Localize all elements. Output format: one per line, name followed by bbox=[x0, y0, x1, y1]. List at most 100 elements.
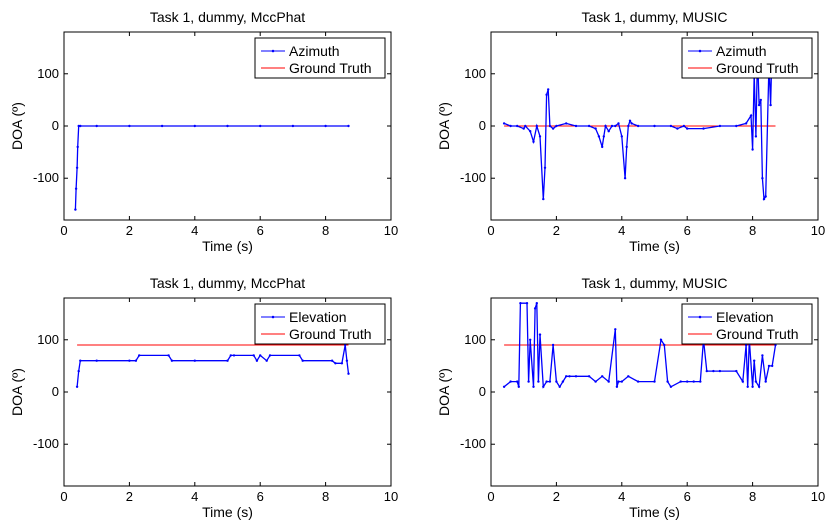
data-point bbox=[538, 333, 542, 336]
data-point bbox=[517, 385, 520, 388]
data-point bbox=[502, 385, 506, 388]
x-tick-label: 6 bbox=[257, 223, 264, 238]
data-point bbox=[597, 135, 601, 138]
legend-box bbox=[681, 303, 813, 345]
data-point bbox=[532, 140, 535, 143]
legend-marker bbox=[271, 49, 275, 53]
data-point bbox=[298, 354, 301, 357]
data-point bbox=[604, 124, 607, 128]
y-tick-label: 0 bbox=[479, 384, 486, 399]
data-point bbox=[636, 124, 640, 128]
data-point bbox=[509, 124, 512, 128]
data-point bbox=[516, 124, 519, 128]
data-point bbox=[565, 122, 568, 125]
data-point bbox=[167, 354, 170, 357]
data-point bbox=[587, 124, 591, 128]
data-point bbox=[617, 122, 620, 125]
data-point bbox=[699, 380, 702, 383]
y-axis-label: DOA (º) bbox=[9, 368, 25, 416]
data-point bbox=[558, 385, 561, 388]
chart-title: Task 1, dummy, MccPhat bbox=[150, 275, 305, 291]
chart-panel-1: 0 2 4 6 8 10 -100 0 100 Task 1, dummy, MccPhat Tim… bbox=[9, 9, 398, 254]
data-point bbox=[229, 354, 232, 357]
data-point bbox=[522, 127, 525, 130]
legend-label: Azimuth bbox=[716, 43, 767, 59]
x-tick-label: 0 bbox=[60, 223, 67, 238]
data-point bbox=[679, 380, 682, 383]
data-point bbox=[702, 127, 705, 130]
data-point bbox=[537, 380, 540, 383]
data-point bbox=[757, 385, 761, 388]
x-tick-label: 2 bbox=[126, 223, 133, 238]
x-axis-label: Time (s) bbox=[629, 238, 680, 254]
data-point bbox=[75, 166, 79, 169]
data-point bbox=[529, 338, 532, 341]
chart-panel-4: 0 2 4 6 8 10 -100 0 100 Task 1, dummy, MUSIC Time … bbox=[436, 275, 825, 520]
data-point bbox=[128, 124, 131, 128]
data-point bbox=[653, 380, 656, 383]
x-tick-label: 10 bbox=[811, 489, 825, 504]
data-point bbox=[519, 302, 522, 305]
data-point bbox=[761, 177, 764, 180]
data-point bbox=[607, 130, 610, 133]
data-point bbox=[676, 127, 679, 130]
x-axis-label: Time (s) bbox=[202, 238, 253, 254]
data-point bbox=[627, 124, 630, 128]
data-point bbox=[138, 354, 141, 357]
data-point bbox=[753, 359, 756, 362]
data-point bbox=[301, 359, 304, 362]
x-tick-label: 4 bbox=[618, 223, 625, 238]
x-tick-label: 2 bbox=[126, 489, 133, 504]
data-point bbox=[630, 122, 633, 125]
data-point bbox=[574, 124, 578, 128]
data-point bbox=[545, 93, 548, 96]
x-tick-label: 10 bbox=[384, 489, 398, 504]
data-point bbox=[95, 359, 98, 362]
data-point bbox=[226, 124, 229, 128]
data-point bbox=[330, 359, 334, 362]
data-point bbox=[509, 380, 512, 383]
data-point bbox=[347, 372, 350, 375]
x-tick-label: 10 bbox=[811, 223, 825, 238]
data-point bbox=[516, 380, 519, 383]
legend-marker bbox=[698, 315, 702, 319]
legend-marker bbox=[698, 49, 702, 53]
data-point bbox=[617, 380, 620, 383]
x-tick-label: 4 bbox=[191, 223, 198, 238]
data-point bbox=[594, 380, 597, 383]
data-point bbox=[669, 124, 673, 128]
data-point bbox=[134, 359, 138, 362]
data-point bbox=[259, 124, 262, 128]
data-point bbox=[74, 187, 78, 190]
data-point bbox=[620, 135, 623, 138]
data-point bbox=[95, 124, 98, 128]
y-tick-label: -100 bbox=[460, 436, 486, 451]
data-point bbox=[718, 124, 722, 128]
x-tick-label: 8 bbox=[749, 223, 756, 238]
data-point bbox=[75, 385, 79, 388]
x-tick-label: 8 bbox=[322, 223, 329, 238]
data-point bbox=[754, 380, 758, 383]
chart-panel-3: 0 2 4 6 8 10 -100 0 100 Task 1, dummy, MccPhat Tim… bbox=[9, 275, 398, 520]
data-point bbox=[759, 98, 762, 102]
data-point bbox=[524, 124, 527, 128]
data-point bbox=[193, 359, 196, 362]
data-point bbox=[538, 135, 542, 138]
data-point bbox=[594, 127, 597, 130]
data-point bbox=[769, 103, 772, 107]
data-point bbox=[527, 380, 530, 383]
x-tick-label: 8 bbox=[322, 489, 329, 504]
data-point bbox=[565, 375, 568, 378]
legend-label: Ground Truth bbox=[289, 326, 372, 342]
data-point bbox=[533, 307, 537, 310]
chart-panel-2: 0 2 4 6 8 10 -100 0 100 Task 1, dummy, MUSIC Time … bbox=[436, 9, 825, 254]
data-point bbox=[607, 380, 610, 383]
x-tick-label: 0 bbox=[487, 223, 494, 238]
data-point bbox=[669, 385, 673, 388]
series-line bbox=[503, 41, 776, 202]
data-point bbox=[551, 343, 555, 347]
data-point bbox=[749, 114, 753, 117]
data-point bbox=[757, 103, 761, 107]
data-point bbox=[340, 362, 344, 365]
